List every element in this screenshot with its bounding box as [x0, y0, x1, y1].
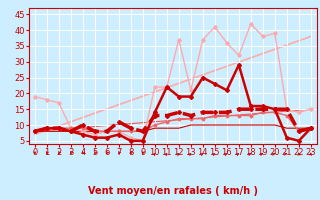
- Text: Vent moyen/en rafales ( km/h ): Vent moyen/en rafales ( km/h ): [88, 186, 258, 196]
